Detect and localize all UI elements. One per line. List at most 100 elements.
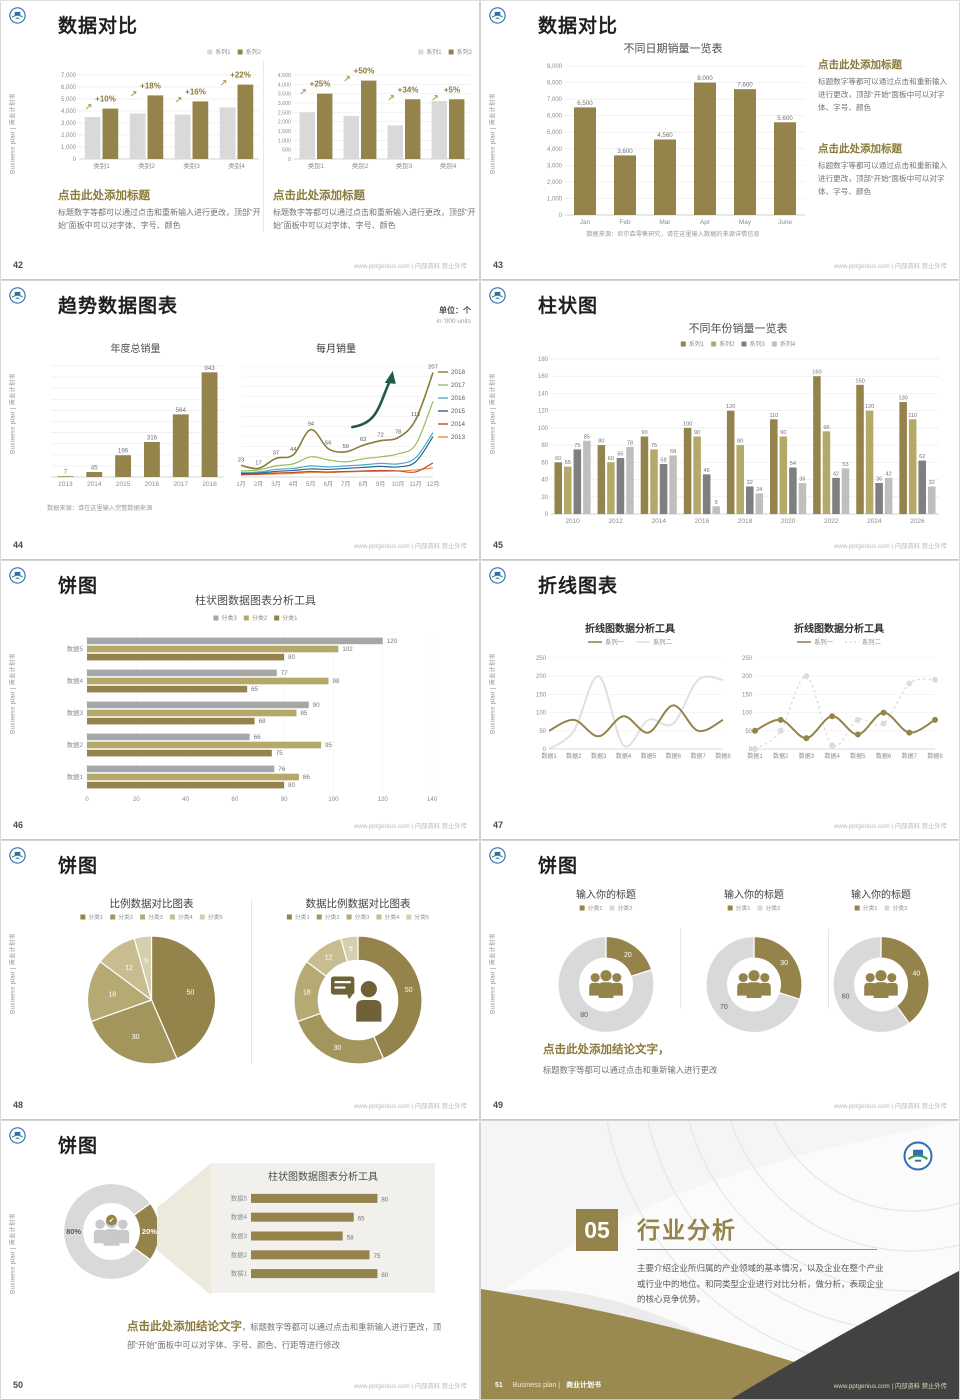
svg-text:316: 316 xyxy=(147,434,158,441)
conclusion-heading: 点击此处添加结论文字， xyxy=(543,1044,670,1056)
svg-text:4,000: 4,000 xyxy=(278,82,291,88)
line-chart-left: 折线图数据分析工具 系列一 系列二 0 50 100 150 200 250 数据1 数据2 数据3 数… xyxy=(531,621,731,761)
page-number: 49 xyxy=(493,1100,504,1110)
svg-text:110: 110 xyxy=(769,413,778,419)
donut-chart: 数据比例数据对比图表 分类1 分类2 分类3 分类4 分类5 50 30 18 12 5 xyxy=(263,896,453,1071)
page-title: 折线图表 xyxy=(538,576,619,597)
background-swoosh xyxy=(481,1121,959,1399)
svg-text:柱状图数据图表分析工具: 柱状图数据图表分析工具 xyxy=(195,593,316,607)
svg-text:60: 60 xyxy=(555,456,561,462)
svg-text:7月: 7月 xyxy=(341,481,350,488)
svg-text:Apr: Apr xyxy=(700,219,711,226)
svg-text:0: 0 xyxy=(543,747,547,753)
horizontal-bar-chart: 柱状图数据图表分析工具 分类3 分类2 分类1 0 20 40 60 80 100 120 140 数据… xyxy=(53,593,458,807)
slide-51[interactable]: 05 行业分析 主要介绍企业所归属的产业领域的基本情况，以及企业在整个产业或行业… xyxy=(481,1121,959,1399)
svg-text:数据7: 数据7 xyxy=(902,752,918,760)
svg-text:120: 120 xyxy=(538,409,549,415)
svg-text:比例数据对比图表: 比例数据对比图表 xyxy=(110,897,194,910)
slide-47[interactable]: 折线图表 Business plan | 商业计划书 折线图数据分析工具 系列一 系… xyxy=(481,561,959,839)
text-block: 点击此处添加标题 标题数字等都可以通过点击和重新输入进行更改，顶部“开始”面板中… xyxy=(818,57,950,115)
svg-text:2024: 2024 xyxy=(867,518,882,525)
svg-text:5,000: 5,000 xyxy=(547,130,563,136)
page-title: 柱状图 xyxy=(538,296,599,317)
svg-text:120: 120 xyxy=(726,404,735,410)
svg-text:类别1: 类别1 xyxy=(93,161,110,170)
svg-text:40: 40 xyxy=(541,478,548,484)
svg-text:150: 150 xyxy=(536,692,547,698)
unit-line2: in '000 units xyxy=(436,318,472,325)
svg-text:分类1: 分类1 xyxy=(88,913,103,921)
svg-text:2,000: 2,000 xyxy=(547,180,563,186)
block-body: 标题数字等都可以通过点击和重新输入进行更改，顶部“开始”面板中可以对字体、字号、… xyxy=(273,208,476,230)
slide-44[interactable]: 趋势数据图表 Business plan | 商业计划书 单位：个 in '00… xyxy=(1,281,479,559)
donut-chart-3: 输入你的标题 分类1 分类2 40 60 xyxy=(811,887,951,1049)
svg-text:20: 20 xyxy=(541,495,548,501)
school-logo-icon xyxy=(903,1141,933,1171)
svg-text:分类5: 分类5 xyxy=(208,913,223,921)
svg-text:4月: 4月 xyxy=(289,481,298,488)
svg-text:June: June xyxy=(778,219,792,226)
slide-43[interactable]: 数据对比 Business plan | 商业计划书 不同日期销量一览表 0 1,0… xyxy=(481,1,959,279)
svg-text:折线图数据分析工具: 折线图数据分析工具 xyxy=(794,622,884,635)
svg-text:分类1: 分类1 xyxy=(282,614,298,622)
svg-text:250: 250 xyxy=(742,656,753,662)
svg-text:75: 75 xyxy=(276,750,283,757)
block-heading: 点击此处添加标题 xyxy=(273,190,365,202)
svg-text:数据1: 数据1 xyxy=(541,752,557,760)
svg-text:80: 80 xyxy=(541,443,548,449)
svg-text:5,000: 5,000 xyxy=(61,97,77,103)
svg-text:95: 95 xyxy=(325,742,332,749)
page-title: 饼图 xyxy=(58,1136,99,1157)
slide-45[interactable]: 柱状图 Business plan | 商业计划书 不同年份销量一览表 系列1 系列… xyxy=(481,281,959,559)
svg-text:196: 196 xyxy=(118,448,129,455)
svg-text:110: 110 xyxy=(908,413,917,419)
svg-text:18: 18 xyxy=(108,992,116,999)
svg-text:数据3: 数据3 xyxy=(67,708,84,717)
svg-text:140: 140 xyxy=(538,391,549,397)
svg-text:7,000: 7,000 xyxy=(61,73,77,79)
svg-text:数据3: 数据3 xyxy=(231,1231,248,1240)
svg-text:分类5: 分类5 xyxy=(414,913,429,921)
svg-text:44: 44 xyxy=(290,447,297,453)
slide-48[interactable]: 饼图 Business plan | 商业计划书 比例数据对比图表 分类1 分类2 分… xyxy=(1,841,479,1119)
svg-text:类别3: 类别3 xyxy=(396,161,413,170)
svg-text:2017: 2017 xyxy=(174,481,189,488)
slide-42[interactable]: 数据对比 Business plan | 商业计划书 系列1 系列2 0 1,000 2… xyxy=(1,1,479,279)
page-title: 数据对比 xyxy=(58,16,139,37)
svg-text:150: 150 xyxy=(742,692,753,698)
svg-text:输入你的标题: 输入你的标题 xyxy=(724,888,784,901)
svg-text:68: 68 xyxy=(259,718,266,725)
data-source-note: 数据来源：请在这里输入完整数据来源 xyxy=(47,505,153,512)
svg-text:数据7: 数据7 xyxy=(690,752,706,760)
conclusion-body: 标题数字等都可以通过点击和重新输入进行更改 xyxy=(543,1065,718,1075)
svg-text:2014: 2014 xyxy=(87,481,102,488)
svg-text:类别2: 类别2 xyxy=(352,161,369,170)
svg-text:数据5: 数据5 xyxy=(641,752,657,760)
svg-text:100: 100 xyxy=(328,796,339,803)
panel-hbar-chart: 柱状图数据图表分析工具 数据5 80 数据4 65 数据3 58 数据2 75 数据1 80 xyxy=(217,1169,429,1287)
svg-text:系列二: 系列二 xyxy=(862,637,881,646)
block-body: 标题数字等都可以通过点击和重新输入进行更改，顶部“开始”面板中可以对字体、字号、… xyxy=(58,208,261,230)
svg-text:3,000: 3,000 xyxy=(61,121,77,127)
svg-text:2月: 2月 xyxy=(254,481,263,488)
svg-text:80%: 80% xyxy=(66,1227,81,1236)
slide-50[interactable]: 饼图 Business plan | 商业计划书 20% 80% ✓ 柱状图数据图表… xyxy=(1,1121,479,1399)
svg-text:120: 120 xyxy=(378,796,389,803)
slide-46[interactable]: 饼图 Business plan | 商业计划书 柱状图数据图表分析工具 分类3 分… xyxy=(1,561,479,839)
svg-text:0: 0 xyxy=(545,512,549,518)
divider xyxy=(828,929,829,1009)
svg-text:37: 37 xyxy=(273,450,279,456)
svg-text:类别4: 类别4 xyxy=(440,161,457,170)
svg-text:2013: 2013 xyxy=(451,434,466,441)
slide-49[interactable]: 饼图 Business plan | 商业计划书 输入你的标题 分类1 分类2 20 8… xyxy=(481,841,959,1119)
svg-text:1,000: 1,000 xyxy=(61,145,77,151)
svg-text:40: 40 xyxy=(912,971,920,978)
svg-text:130: 130 xyxy=(898,396,907,402)
svg-text:80: 80 xyxy=(281,796,288,803)
svg-text:类别1: 类别1 xyxy=(308,161,325,170)
page-number: 50 xyxy=(13,1380,24,1390)
rule-line xyxy=(637,1249,877,1250)
page-title: 饼图 xyxy=(58,576,99,597)
svg-text:90: 90 xyxy=(313,702,320,709)
conclusion-block: 点击此处添加结论文字， 标题数字等都可以通过点击和重新输入进行更改 xyxy=(543,1041,903,1078)
